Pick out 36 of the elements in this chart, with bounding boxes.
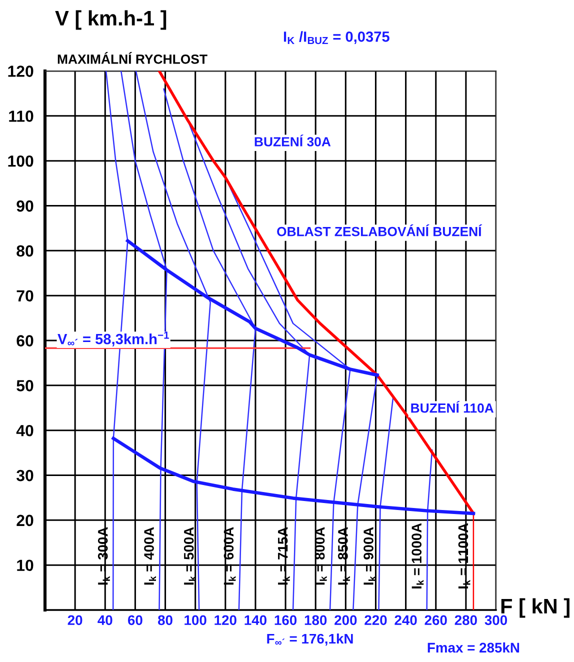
chart-title: I$_{K}$ /I$_{BUZ}$ = 0,0375 <box>284 31 390 44</box>
x-tick-label: 220 <box>364 615 387 626</box>
x-tick-label: 240 <box>394 615 417 626</box>
y-tick-label: 80 <box>16 245 34 257</box>
x-tick-label: 160 <box>274 615 297 626</box>
y-tick-label: 60 <box>16 335 34 346</box>
x-tick-label: 140 <box>244 615 266 626</box>
y-axis-title: V [ km.h-1 ] <box>55 10 166 30</box>
y-tick-label: 50 <box>16 380 34 392</box>
annotation: OBLAST ZESLABOVÁNÍ BUZENÍ <box>277 224 482 236</box>
x-tick-label: 20 <box>68 615 82 626</box>
x-tick-label: 60 <box>128 615 142 626</box>
x-tick-label: 120 <box>214 615 236 626</box>
annotation: BUZENÍ 30A <box>254 134 331 146</box>
text: F$_{∞´}$ = 176,1kN <box>267 633 353 646</box>
y-tick-label: 100 <box>8 155 34 167</box>
annotation: Fmax = 285kN <box>428 642 520 653</box>
y-tick-label: 20 <box>16 514 34 526</box>
text: MAXIMÁLNÍ RYCHLOST <box>58 52 208 64</box>
y-tick-label: 120 <box>8 66 34 77</box>
y-tick-label: 40 <box>16 424 34 436</box>
x-tick-label: 180 <box>304 615 327 626</box>
y-tick-label: 110 <box>9 110 34 122</box>
x-tick-label: 100 <box>184 615 206 626</box>
x-tick-label: 80 <box>158 615 172 626</box>
x-tick-label: 40 <box>98 615 112 626</box>
y-tick-label: 30 <box>16 470 34 482</box>
x-tick-label: 260 <box>424 615 447 626</box>
x-tick-label: 280 <box>454 615 477 626</box>
text: I$_{k}$ = 1000A <box>412 523 424 588</box>
x-tick-label: 200 <box>334 615 357 626</box>
y-tick-label: 10 <box>17 560 34 572</box>
y-tick-label: 90 <box>16 200 34 212</box>
y-tick-label: 70 <box>16 290 34 302</box>
annotation: BUZENÍ 110A <box>411 400 494 413</box>
annotation: V$_{∞´}$ = 58,3km.h$^{−1}$ <box>58 332 169 346</box>
